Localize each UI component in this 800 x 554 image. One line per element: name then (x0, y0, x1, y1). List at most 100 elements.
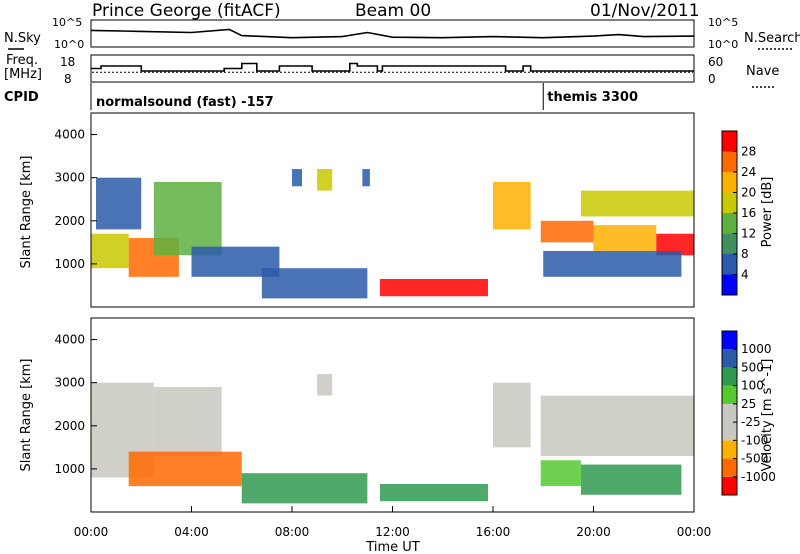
scatter-patch (379, 278, 488, 297)
scatter-patch (580, 190, 694, 217)
colorbar-swatch (722, 476, 737, 495)
power-yticks: 1000 2000 3000 4000 (54, 128, 97, 271)
colorbar-tick-label: -100 (741, 433, 768, 447)
nsearch-label: N.Search (744, 31, 800, 46)
colorbar-tick-label: 28 (741, 145, 756, 159)
scatter-patch (543, 250, 682, 277)
colorbar-swatch (722, 131, 737, 152)
colorbar-tick-label: 1000 (741, 342, 772, 356)
colorbar-tick-label: -1000 (741, 470, 776, 484)
power-panel: 1000 2000 3000 4000 Slant Range [km] 28 24 20… (19, 112, 775, 308)
colorbar-tick-label: 100 (741, 379, 764, 393)
velocity-xticks: 00:00 04:00 08:00 12:00 16:00 20:00 00:00 (74, 506, 712, 539)
colorbar-swatch (722, 403, 737, 423)
scatter-patch (153, 181, 222, 256)
y-tick-label: 1000 (54, 462, 85, 476)
colorbar-tick-label: 4 (741, 268, 749, 282)
power-frame (90, 112, 695, 308)
nsky-tick-low: 10^0 (54, 38, 84, 51)
nsky-tick-high: 10^5 (52, 16, 82, 29)
y-tick-label: 3000 (54, 171, 85, 185)
nave-label: Nave (746, 64, 779, 79)
y-tick-label: 4000 (54, 333, 85, 347)
colorbar-tick-label: 500 (741, 360, 764, 374)
scatter-patch (493, 382, 531, 448)
scatter-patch (261, 268, 368, 299)
freq-tick-low: 8 (64, 72, 72, 86)
scatter-patch (153, 386, 222, 456)
date-title: 01/Nov/2011 (590, 1, 700, 21)
scatter-patch (540, 395, 694, 456)
nsearch-tick-low: 10^0 (708, 38, 738, 51)
colorbar-tick-label: 8 (741, 247, 749, 261)
nave-tick-high: 60 (708, 55, 723, 69)
velocity-yticks: 1000 2000 3000 4000 (54, 333, 97, 476)
scatter-patch (91, 233, 129, 269)
colorbar-tick-label: -500 (741, 452, 768, 466)
scatter-patch (540, 220, 594, 243)
velocity-panel: 1000 2000 3000 4000 00:00 04:00 08:00 12:00 16:… (19, 317, 776, 554)
freq-tick-high: 18 (60, 55, 75, 69)
colorbar-swatch (722, 151, 737, 172)
cpid-segment-1: normalsound (fast) -157 (96, 95, 274, 110)
velocity-xlabel: Time UT (365, 540, 419, 554)
power-ylabel: Slant Range [km] (19, 156, 34, 269)
colorbar-tick-label: 24 (741, 165, 756, 179)
colorbar-swatch (722, 172, 737, 193)
cpid-label: CPID (4, 90, 39, 105)
scatter-patch (128, 451, 242, 487)
nsky-label: N.Sky (4, 31, 41, 46)
colorbar-frame (721, 330, 738, 496)
scatter-patch (580, 464, 682, 495)
scatter-patch (292, 169, 303, 187)
colorbar-swatch (722, 440, 737, 459)
velocity-colorbar-label: Velocity [m s^-1] (760, 359, 775, 472)
scatter-patch (362, 169, 370, 187)
colorbar-swatch (722, 213, 737, 234)
velocity-patches (91, 374, 694, 504)
colorbar-swatch (722, 385, 737, 404)
freq-frame (90, 54, 695, 83)
power-colorbar-label: Power [dB] (760, 177, 775, 248)
colorbar-tick-label: -25 (741, 415, 761, 429)
y-tick-label: 4000 (54, 128, 85, 142)
y-tick-label: 2000 (54, 419, 85, 433)
colorbar-swatch (722, 367, 737, 386)
colorbar-swatch (722, 349, 737, 368)
nsearch-tick-high: 10^5 (708, 16, 738, 29)
x-tick-label: 08:00 (275, 525, 310, 539)
colorbar-tick-label: 12 (741, 227, 756, 241)
colorbar-swatch (722, 254, 737, 275)
freq-label-1: Freq. (6, 53, 38, 68)
colorbar-tick-label: 20 (741, 186, 756, 200)
x-tick-label: 12:00 (375, 525, 410, 539)
x-tick-label: 20:00 (576, 525, 611, 539)
x-tick-label: 16:00 (476, 525, 511, 539)
colorbar-swatch (722, 422, 737, 441)
power-patches (91, 169, 694, 299)
colorbar-swatch (722, 233, 737, 254)
y-tick-label: 1000 (54, 257, 85, 271)
velocity-ylabel: Slant Range [km] (19, 359, 34, 472)
scatter-patch (656, 233, 694, 256)
colorbar-swatch (722, 331, 737, 350)
freq-line (91, 62, 694, 72)
scatter-patch (493, 181, 531, 230)
colorbar-tick-label: 25 (741, 397, 756, 411)
station-title: Prince George (fitACF) (92, 1, 281, 21)
scatter-patch (317, 169, 333, 191)
nsky-line (90, 28, 695, 39)
x-tick-label: 00:00 (677, 525, 712, 539)
freq-label-2: [MHz] (4, 67, 42, 82)
colorbar-swatch (722, 458, 737, 477)
scatter-patch (317, 374, 333, 396)
x-tick-label: 04:00 (174, 525, 209, 539)
nsky-frame (90, 19, 695, 48)
scatter-patch (540, 460, 581, 487)
nsky-panel: N.Sky 10^5 10^0 10^5 10^0 N.Search (4, 16, 800, 51)
x-tick-label: 00:00 (74, 525, 109, 539)
colorbar-swatch (722, 192, 737, 213)
cpid-segment-2: themis 3300 (547, 90, 638, 105)
freq-panel: Freq. [MHz] 18 8 60 0 Nave (4, 53, 779, 88)
